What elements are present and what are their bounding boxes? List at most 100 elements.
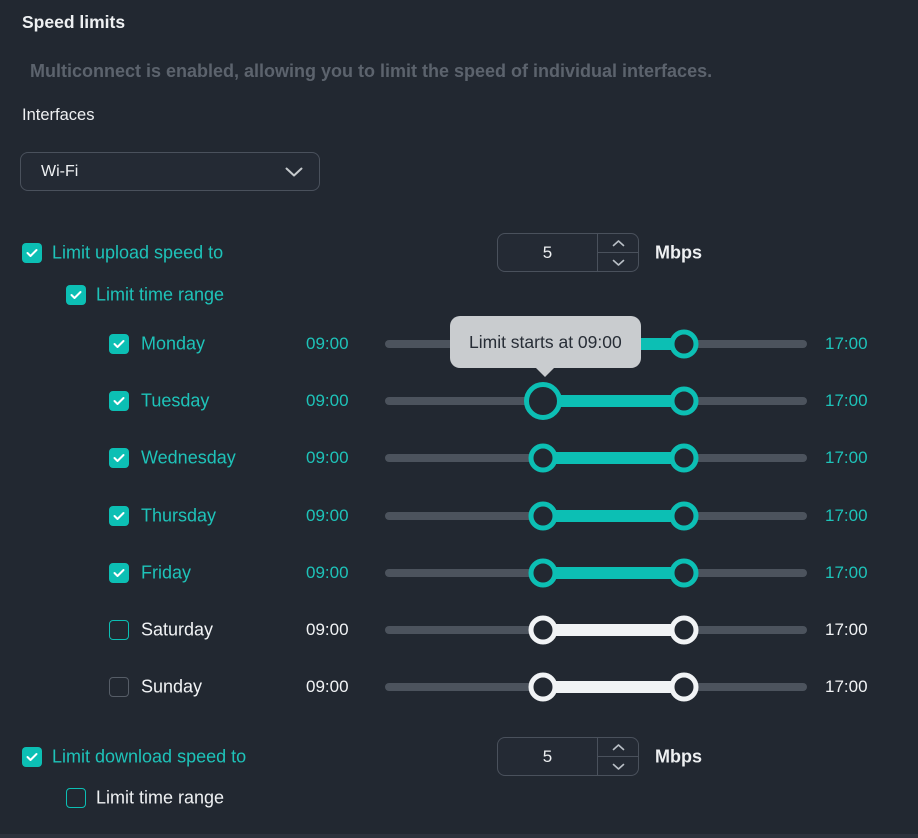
slider-start-handle[interactable]: [524, 381, 563, 420]
check-icon: [70, 291, 82, 299]
upload-section-row: Limit upload speed to 5 Mbps: [0, 233, 918, 272]
day-label: Saturday: [141, 619, 214, 640]
day-checkbox[interactable]: [109, 333, 129, 354]
day-label: Wednesday: [141, 447, 236, 468]
slider-tooltip: Limit starts at 09:00: [450, 316, 641, 377]
time-start-label: 09:00: [306, 505, 349, 525]
time-range-slider[interactable]: [385, 430, 807, 487]
slider-fill: [543, 452, 684, 465]
download-section-row: Limit download speed to 5 Mbps: [0, 737, 918, 776]
time-start-label: 09:00: [306, 562, 349, 582]
stepper-down-button[interactable]: [598, 253, 638, 271]
stepper-down-button[interactable]: [598, 757, 638, 775]
slider-start-handle[interactable]: [528, 501, 558, 531]
limit-download-checkbox[interactable]: [22, 746, 42, 767]
interfaces-selected-value: Wi-Fi: [41, 162, 79, 180]
day-checkbox[interactable]: [109, 448, 129, 469]
upload-speed-input[interactable]: 5: [542, 242, 553, 262]
day-row-sunday: Sunday 09:00 17:00: [0, 659, 918, 716]
day-label: Friday: [141, 562, 192, 583]
time-end-label: 17:00: [825, 562, 868, 582]
upload-time-range-row: Limit time range: [0, 285, 918, 305]
time-range-slider[interactable]: [385, 372, 807, 429]
slider-end-handle[interactable]: [669, 443, 699, 473]
time-end-label: 17:00: [825, 333, 868, 353]
day-row-friday: Friday 09:00 17:00: [0, 544, 918, 601]
page-title: Speed limits: [22, 12, 126, 32]
download-time-range-row: Limit time range: [0, 788, 918, 808]
time-start-label: 09:00: [306, 333, 349, 353]
time-start-label: 09:00: [306, 677, 349, 697]
upload-time-range-label: Limit time range: [96, 284, 225, 305]
day-checkbox[interactable]: [109, 677, 129, 698]
download-time-range-label: Limit time range: [96, 787, 225, 808]
slider-fill: [543, 624, 684, 637]
stepper-up-button[interactable]: [598, 234, 638, 253]
day-label: Sunday: [141, 676, 203, 697]
time-start-label: 09:00: [306, 390, 349, 410]
download-unit-label: Mbps: [655, 746, 702, 766]
time-range-slider[interactable]: [385, 544, 807, 601]
time-range-slider[interactable]: [385, 487, 807, 544]
slider-end-handle[interactable]: [669, 329, 699, 359]
upload-time-range-checkbox[interactable]: [66, 285, 86, 305]
download-speed-input[interactable]: 5: [542, 746, 553, 766]
chevron-down-icon: [612, 259, 624, 266]
slider-fill: [543, 681, 684, 694]
day-checkbox[interactable]: [109, 562, 129, 583]
slider-fill: [543, 566, 684, 579]
check-icon: [113, 339, 125, 348]
bottom-divider: [0, 834, 918, 838]
slider-end-handle[interactable]: [669, 672, 699, 702]
limit-upload-checkbox[interactable]: [22, 242, 42, 263]
slider-start-handle[interactable]: [528, 615, 558, 645]
chevron-up-icon: [612, 239, 624, 246]
slider-start-handle[interactable]: [528, 558, 558, 588]
day-label: Tuesday: [141, 390, 210, 411]
day-label: Thursday: [141, 505, 217, 526]
time-end-label: 17:00: [825, 677, 868, 697]
time-range-slider[interactable]: [385, 601, 807, 658]
interfaces-label: Interfaces: [22, 106, 95, 124]
time-end-label: 17:00: [825, 505, 868, 525]
time-end-label: 17:00: [825, 390, 868, 410]
time-range-slider[interactable]: [385, 659, 807, 716]
slider-fill: [543, 394, 684, 407]
time-end-label: 17:00: [825, 448, 868, 468]
day-row-thursday: Thursday 09:00 17:00: [0, 487, 918, 544]
day-checkbox[interactable]: [109, 620, 129, 641]
interfaces-dropdown[interactable]: Wi-Fi: [20, 152, 320, 191]
day-row-saturday: Saturday 09:00 17:00: [0, 601, 918, 658]
upload-unit-label: Mbps: [655, 242, 702, 262]
slider-end-handle[interactable]: [669, 615, 699, 645]
check-icon: [26, 752, 38, 761]
day-row-tuesday: Tuesday 09:00 17:00: [0, 372, 918, 429]
day-checkbox[interactable]: [109, 505, 129, 526]
check-icon: [26, 248, 38, 257]
limit-upload-label: Limit upload speed to: [52, 242, 224, 262]
check-icon: [113, 568, 125, 577]
multiconnect-note: Multiconnect is enabled, allowing you to…: [30, 61, 713, 81]
day-row-wednesday: Wednesday 09:00 17:00: [0, 430, 918, 487]
slider-end-handle[interactable]: [669, 501, 699, 531]
day-label: Monday: [141, 333, 206, 354]
limit-download-label: Limit download speed to: [52, 746, 247, 766]
slider-end-handle[interactable]: [669, 558, 699, 588]
download-time-range-checkbox[interactable]: [66, 788, 86, 808]
download-speed-stepper: [597, 738, 638, 775]
chevron-down-icon: [612, 763, 624, 770]
slider-start-handle[interactable]: [528, 443, 558, 473]
check-icon: [113, 396, 125, 405]
day-checkbox[interactable]: [109, 390, 129, 411]
time-start-label: 09:00: [306, 448, 349, 468]
slider-start-handle[interactable]: [528, 672, 558, 702]
upload-speed-stepper: [597, 234, 638, 271]
day-rows: Monday 09:00 17:00 Tuesday 09:00 17:00 W…: [0, 315, 918, 716]
slider-end-handle[interactable]: [669, 386, 699, 416]
download-speed-input-group: 5: [497, 737, 639, 776]
slider-fill: [543, 509, 684, 522]
stepper-up-button[interactable]: [598, 738, 638, 757]
upload-speed-input-group: 5: [497, 233, 639, 272]
chevron-down-icon: [285, 167, 303, 176]
time-start-label: 09:00: [306, 620, 349, 640]
